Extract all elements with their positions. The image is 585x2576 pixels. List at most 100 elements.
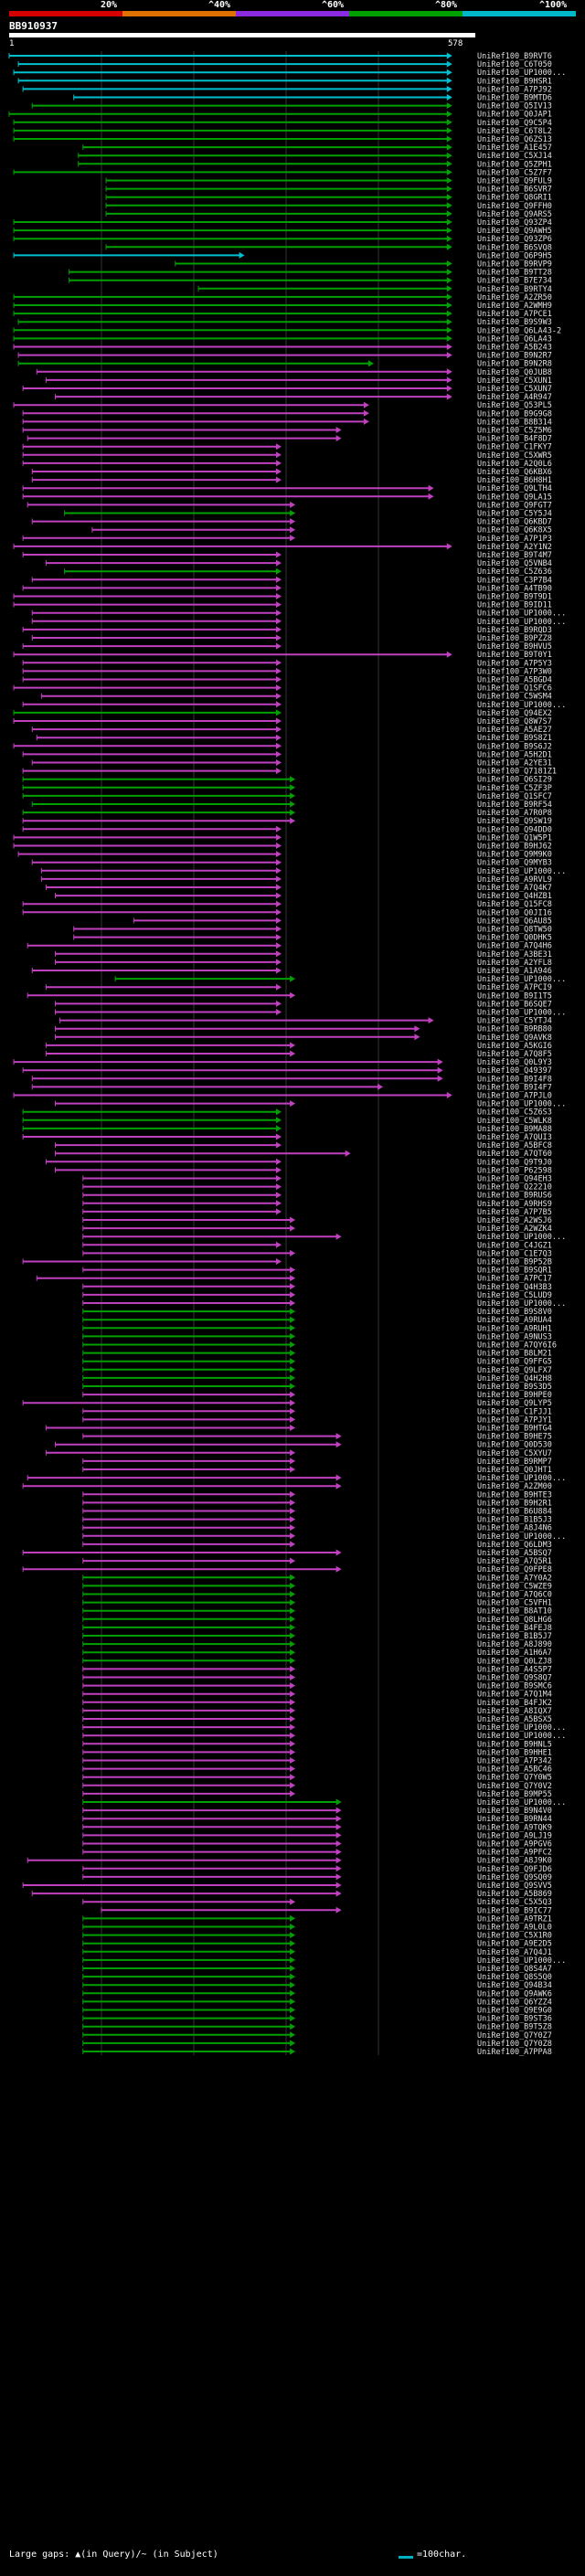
hit-label[interactable]: UniRef100_UP1000... [477, 610, 566, 619]
hit-label[interactable]: UniRef100_B6U884 [477, 1508, 552, 1517]
hit-label[interactable]: UniRef100_B9I1T5 [477, 991, 552, 1001]
hit-label[interactable]: UniRef100_A1H6A7 [477, 1648, 552, 1658]
hit-label[interactable]: UniRef100_A5BGD4 [477, 676, 552, 685]
hit-label[interactable]: UniRef100_A5B869 [477, 1890, 552, 1899]
hit-label[interactable]: UniRef100_B9T4M7 [477, 551, 552, 560]
hit-label[interactable]: UniRef100_Q9SVV5 [477, 1882, 552, 1891]
hit-label[interactable]: UniRef100_A7Q4J1 [477, 1948, 552, 1957]
hit-label[interactable]: UniRef100_B9T9D1 [477, 593, 552, 602]
hit-label[interactable]: UniRef100_Q9ARS5 [477, 210, 552, 219]
hit-label[interactable]: UniRef100_Q7Y0W5 [477, 1774, 552, 1783]
hit-label[interactable]: UniRef100_A7PJL0 [477, 1092, 552, 1101]
hit-label[interactable]: UniRef100_Q94EH3 [477, 1175, 552, 1184]
hit-label[interactable]: UniRef100_B9IC77 [477, 1906, 552, 1915]
hit-label[interactable]: UniRef100_B1B5J7 [477, 1632, 552, 1641]
hit-label[interactable]: UniRef100_B9N4V0 [477, 1807, 552, 1816]
hit-label[interactable]: UniRef100_B9SMC6 [477, 1682, 552, 1691]
hit-label[interactable]: UniRef100_B9HNL5 [477, 1740, 552, 1749]
hit-label[interactable]: UniRef100_A7QY6I6 [477, 1341, 557, 1351]
hit-label[interactable]: UniRef100_B9S8V0 [477, 1308, 552, 1317]
hit-label[interactable]: UniRef100_B9N2R8 [477, 360, 552, 369]
hit-label[interactable]: UniRef100_UP1000... [477, 701, 566, 710]
hit-label[interactable]: UniRef100_A9PGV6 [477, 1840, 552, 1850]
hit-label[interactable]: UniRef100_A1E457 [477, 143, 552, 153]
hit-label[interactable]: UniRef100_C6T050 [477, 60, 552, 69]
hit-label[interactable]: UniRef100_Q9E9G0 [477, 2007, 552, 2016]
hit-label[interactable]: UniRef100_C3P7B4 [477, 576, 552, 585]
hit-label[interactable]: UniRef100_UP1000... [477, 1233, 566, 1242]
hit-label[interactable]: UniRef100_A7Q8F5 [477, 1050, 552, 1059]
hit-label[interactable]: UniRef100_Q6LA43-2 [477, 326, 561, 335]
hit-label[interactable]: UniRef100_Q8S5Q0 [477, 1973, 552, 1982]
hit-label[interactable]: UniRef100_UP1000... [477, 1723, 566, 1733]
hit-label[interactable]: UniRef100_A9NUS3 [477, 1332, 552, 1341]
hit-label[interactable]: UniRef100_C5X5Q3 [477, 1898, 552, 1907]
hit-label[interactable]: UniRef100_C5X1R0 [477, 1932, 552, 1941]
hit-label[interactable]: UniRef100_A2Y1N2 [477, 543, 552, 552]
hit-label[interactable]: UniRef100_Q9FFH0 [477, 202, 552, 211]
hit-label[interactable]: UniRef100_B9RTY4 [477, 285, 552, 294]
hit-label[interactable]: UniRef100_A9L0L0 [477, 1924, 552, 1933]
hit-label[interactable]: UniRef100_C5Z5M6 [477, 427, 552, 436]
hit-label[interactable]: UniRef100_C5XWR5 [477, 451, 552, 461]
hit-label[interactable]: UniRef100_Q9SW19 [477, 817, 552, 826]
hit-label[interactable]: UniRef100_C5XJ14 [477, 152, 552, 161]
hit-label[interactable]: UniRef100_Q7Y0Z8 [477, 2040, 552, 2049]
hit-label[interactable]: UniRef100_UP1000... [477, 1009, 566, 1018]
hit-label[interactable]: UniRef100_A7Q4K7 [477, 884, 552, 893]
hit-label[interactable]: UniRef100_Q94EX2 [477, 709, 552, 718]
hit-label[interactable]: UniRef100_B9G9G8 [477, 409, 552, 419]
hit-label[interactable]: UniRef100_A2WMH9 [477, 302, 552, 311]
hit-label[interactable]: UniRef100_UP1000... [477, 1798, 566, 1807]
hit-label[interactable]: UniRef100_A8J4N6 [477, 1524, 552, 1533]
hit-label[interactable]: UniRef100_Q9LYP5 [477, 1399, 552, 1408]
hit-label[interactable]: UniRef100_Q1W5P1 [477, 833, 552, 843]
hit-label[interactable]: UniRef100_A7QT60 [477, 1150, 552, 1159]
hit-label[interactable]: UniRef100_B9S6J2 [477, 742, 552, 751]
hit-label[interactable]: UniRef100_Q7Y0V2 [477, 1782, 552, 1791]
hit-label[interactable]: UniRef100_B9HE75 [477, 1433, 552, 1442]
hit-label[interactable]: UniRef100_Q9MYB3 [477, 859, 552, 868]
hit-label[interactable]: UniRef100_A7P3W0 [477, 667, 552, 676]
hit-label[interactable]: UniRef100_Q0L9Y3 [477, 1058, 552, 1067]
hit-label[interactable]: UniRef100_B9TT28 [477, 269, 552, 278]
hit-label[interactable]: UniRef100_A8J890 [477, 1640, 552, 1649]
hit-label[interactable]: UniRef100_Q9FPE8 [477, 1565, 552, 1574]
hit-label[interactable]: UniRef100_Q9T9J0 [477, 1158, 552, 1167]
hit-label[interactable]: UniRef100_A7PCI9 [477, 983, 552, 992]
hit-label[interactable]: UniRef100_A4S5P7 [477, 1665, 552, 1674]
hit-label[interactable]: UniRef100_B8AT10 [477, 1607, 552, 1617]
hit-label[interactable]: UniRef100_Q8W7S7 [477, 717, 552, 726]
hit-label[interactable]: UniRef100_C5WLK8 [477, 1117, 552, 1126]
hit-label[interactable]: UniRef100_Q0JAP1 [477, 111, 552, 120]
hit-label[interactable]: UniRef100_B9HJ62 [477, 843, 552, 852]
hit-label[interactable]: UniRef100_A7P342 [477, 1757, 552, 1766]
hit-label[interactable]: UniRef100_B9RF54 [477, 800, 552, 810]
hit-label[interactable]: UniRef100_B4FEJ8 [477, 1624, 552, 1633]
hit-label[interactable]: UniRef100_B9RB80 [477, 1025, 552, 1034]
hit-label[interactable]: UniRef100_C5XUN7 [477, 385, 552, 394]
hit-label[interactable]: UniRef100_B9HHE1 [477, 1748, 552, 1757]
hit-label[interactable]: UniRef100_B9T5Z8 [477, 2023, 552, 2032]
hit-label[interactable]: UniRef100_C5Z636 [477, 567, 552, 577]
hit-label[interactable]: UniRef100_B9MTD6 [477, 94, 552, 103]
hit-label[interactable]: UniRef100_B9S3D5 [477, 1383, 552, 1392]
hit-label[interactable]: UniRef100_UP1000... [477, 618, 566, 627]
hit-label[interactable]: UniRef100_UP1000... [477, 975, 566, 984]
hit-label[interactable]: UniRef100_A7Q1M4 [477, 1691, 552, 1700]
hit-label[interactable]: UniRef100_C5Y5J4 [477, 510, 552, 519]
hit-label[interactable]: UniRef100_Q6ZS13 [477, 135, 552, 144]
hit-label[interactable]: UniRef100_C5LUD9 [477, 1291, 552, 1300]
hit-label[interactable]: UniRef100_UP1000... [477, 1299, 566, 1309]
hit-label[interactable]: UniRef100_Q9C5P4 [477, 119, 552, 128]
hit-label[interactable]: UniRef100_B6SVQ8 [477, 243, 552, 252]
hit-label[interactable]: UniRef100_A2WZK4 [477, 1224, 552, 1234]
hit-label[interactable]: UniRef100_C5Z6S3 [477, 1108, 552, 1118]
hit-label[interactable]: UniRef100_Q9AWH5 [477, 227, 552, 236]
hit-label[interactable]: UniRef100_B9RUS6 [477, 1192, 552, 1201]
hit-label[interactable]: UniRef100_Q9FJD6 [477, 1865, 552, 1874]
hit-label[interactable]: UniRef100_Q8GRI1 [477, 194, 552, 203]
hit-label[interactable]: UniRef100_B9RVP9 [477, 260, 552, 270]
hit-label[interactable]: UniRef100_P62598 [477, 1166, 552, 1175]
hit-label[interactable]: UniRef100_UP1000... [477, 69, 566, 78]
